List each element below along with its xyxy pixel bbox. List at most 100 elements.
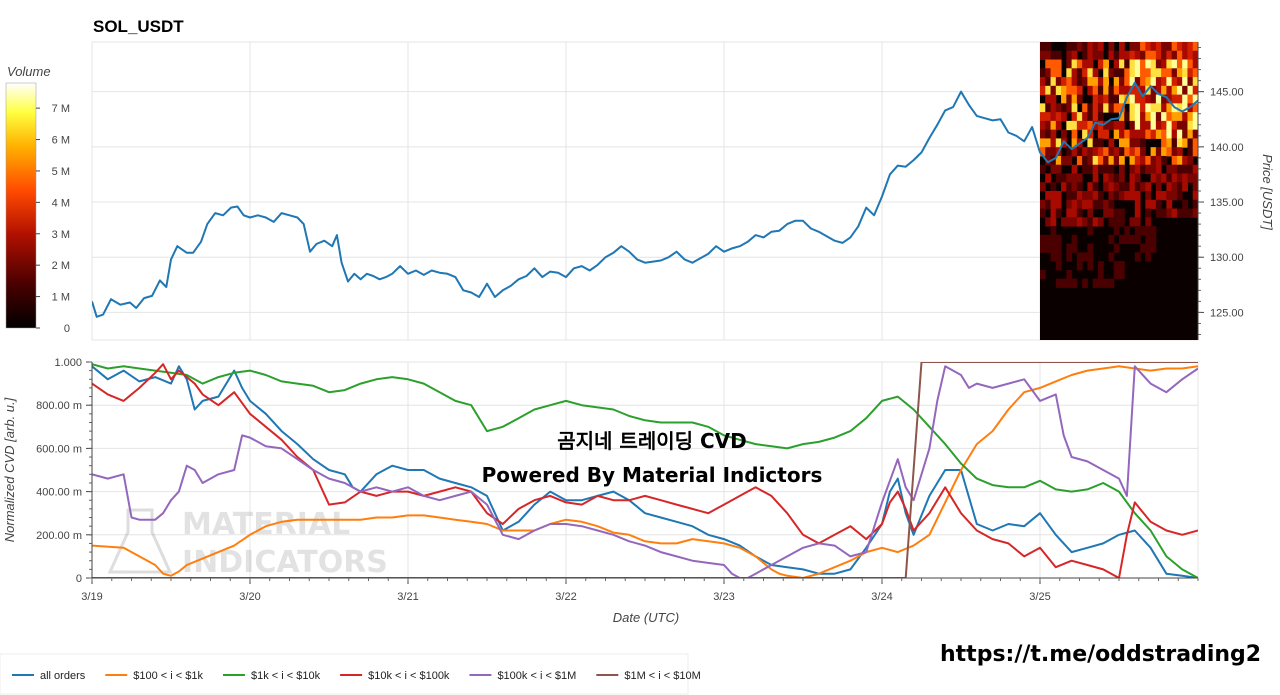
heatmap-cell <box>1071 120 1078 131</box>
heatmap-cell <box>1145 155 1152 166</box>
heatmap-cell <box>1176 112 1183 122</box>
heatmap-cell <box>1061 217 1067 227</box>
heatmap-cell <box>1108 94 1115 104</box>
heatmap-cell <box>1066 77 1073 87</box>
price-series <box>92 81 1198 318</box>
heatmap-cell <box>1040 138 1046 148</box>
heatmap-cell <box>1061 129 1067 139</box>
heatmap-cell <box>1119 85 1125 96</box>
heatmap-cell <box>1055 234 1062 245</box>
heatmap-cell <box>1071 129 1078 139</box>
legend-item[interactable]: $100 < i < $1k <box>105 670 203 682</box>
heatmap-cell <box>1192 59 1198 69</box>
heatmap-cell <box>1066 191 1073 201</box>
heatmap-cell <box>1066 243 1073 253</box>
heatmap-cell <box>1161 155 1167 166</box>
watermark: MATERIAL INDICATORS <box>107 507 388 580</box>
heatmap-cell <box>1087 182 1094 192</box>
heatmap-cell <box>1176 94 1183 104</box>
heatmap-cell <box>1071 191 1078 201</box>
heatmap-cell <box>1045 112 1052 122</box>
heatmap-cell <box>1097 138 1104 148</box>
heatmap-cell <box>1150 173 1157 183</box>
heatmap-cell <box>1134 191 1141 201</box>
heatmap-cell <box>1092 164 1099 174</box>
legend-item[interactable]: all orders <box>12 670 86 682</box>
heatmap-cell <box>1119 42 1125 52</box>
heatmap-cell <box>1124 59 1131 69</box>
heatmap-cell <box>1076 120 1083 131</box>
heatmap-cell <box>1124 147 1131 157</box>
heatmap-cell <box>1061 103 1067 113</box>
heatmap-cell <box>1155 59 1162 69</box>
heatmap-cell <box>1082 112 1088 122</box>
heatmap-cell <box>1087 103 1094 113</box>
heatmap-cell <box>1155 155 1162 166</box>
heatmap-cell <box>1097 278 1104 288</box>
date-tick-label: 3/19 <box>81 591 102 603</box>
heatmap-cell <box>1171 182 1178 192</box>
colorbar-tick-label: 5 M <box>52 166 70 178</box>
heatmap-cell <box>1066 278 1073 288</box>
heatmap-cell <box>1166 120 1173 131</box>
heatmap-cell <box>1055 243 1062 253</box>
heatmap-cell <box>1045 138 1052 148</box>
heatmap-cell <box>1045 173 1052 183</box>
price-panel <box>91 41 1199 341</box>
legend-item[interactable]: $100k < i < $1M <box>469 670 576 682</box>
heatmap-cell <box>1140 226 1146 236</box>
colorbar <box>5 82 37 329</box>
heatmap-cell <box>1119 50 1125 61</box>
heatmap-cell <box>1050 208 1057 218</box>
heatmap-cell <box>1176 103 1183 113</box>
heatmap-cell <box>1166 164 1173 174</box>
heatmap-cell <box>1134 226 1141 236</box>
heatmap-cell <box>1182 208 1188 218</box>
heatmap-cell <box>1087 138 1094 148</box>
heatmap-cell <box>1145 191 1152 201</box>
heatmap-cell <box>1129 77 1136 87</box>
heatmap-cell <box>1124 85 1131 96</box>
heatmap-cell <box>1150 85 1157 96</box>
heatmap-cell <box>1192 191 1198 201</box>
heatmap-cell <box>1055 199 1062 210</box>
heatmap-cell <box>1045 129 1052 139</box>
heatmap-cell <box>1176 138 1183 148</box>
heatmap-cell <box>1082 68 1088 78</box>
heatmap-cell <box>1176 147 1183 157</box>
heatmap-cell <box>1140 103 1146 113</box>
date-axis-label: Date (UTC) <box>613 610 679 625</box>
heatmap-cell <box>1066 42 1073 52</box>
footer-url[interactable]: https://t.me/oddstrading2 <box>940 642 1262 667</box>
heatmap-cell <box>1182 138 1188 148</box>
legend-item[interactable]: $10k < i < $100k <box>340 670 450 682</box>
legend-item[interactable]: $1M < i < $10M <box>596 670 701 682</box>
heatmap-cell <box>1171 191 1178 201</box>
heatmap-cell <box>1113 243 1120 253</box>
heatmap-cell <box>1045 234 1052 245</box>
heatmap-cell <box>1076 252 1083 262</box>
heatmap-cell <box>1155 68 1162 78</box>
heatmap-cell <box>1161 77 1167 87</box>
heatmap-cell <box>1076 208 1083 218</box>
heatmap-cell <box>1055 103 1062 113</box>
heatmap-cell <box>1108 252 1115 262</box>
heatmap-cell <box>1129 103 1136 113</box>
heatmap-cell <box>1097 261 1104 271</box>
heatmap-cell <box>1087 191 1094 201</box>
heatmap-cell <box>1166 138 1173 148</box>
heatmap-cell <box>1103 173 1109 183</box>
heatmap-cell <box>1045 217 1052 227</box>
heatmap-cell <box>1066 68 1073 78</box>
heatmap-cell <box>1140 85 1146 96</box>
legend-item[interactable]: $1k < i < $10k <box>222 670 321 682</box>
heatmap-cell <box>1171 120 1178 131</box>
heatmap-cell <box>1176 208 1183 218</box>
heatmap-cell <box>1092 138 1099 148</box>
heatmap-cell <box>1108 199 1115 210</box>
legend-label: $100 < i < $1k <box>133 670 203 682</box>
heatmap-cell <box>1040 120 1046 131</box>
heatmap-cell <box>1161 42 1167 52</box>
heatmap-cell <box>1061 155 1067 166</box>
heatmap-cell <box>1161 59 1167 69</box>
